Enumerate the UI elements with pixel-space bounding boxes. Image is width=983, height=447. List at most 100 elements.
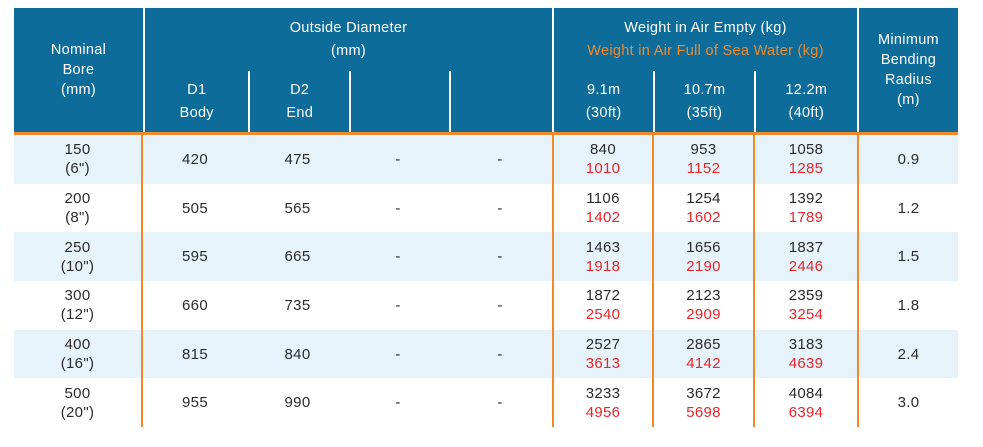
weight-empty: 1656 <box>686 238 721 256</box>
cell-d2: 565 <box>284 199 311 217</box>
weight-full: 1602 <box>686 209 721 227</box>
d1-label: D1 <box>187 81 207 98</box>
weight-empty: 1837 <box>788 238 824 256</box>
cell-od-blank-1: - <box>395 345 401 363</box>
cell-min-bending-radius: 1.8 <box>857 281 958 330</box>
cell-d2: 665 <box>284 248 311 266</box>
weight-full-title: Weight in Air Full of Sea Water (kg) <box>587 42 824 59</box>
weight-full: 5698 <box>686 403 721 421</box>
cell-od-blank-1: - <box>395 248 401 266</box>
bore-inches: (20") <box>60 403 95 421</box>
cell-d2: 475 <box>284 150 311 168</box>
bore-mm: 500 <box>64 384 91 402</box>
outside-diameter-subheaders: D1 Body D2 End <box>145 71 552 132</box>
cell-weight-10-7m: 2123 2909 <box>652 281 753 330</box>
weight-full: 4956 <box>585 403 621 421</box>
weight-full: 2446 <box>788 257 824 275</box>
weight-empty: 2865 <box>686 336 721 354</box>
weight-empty: 1392 <box>788 190 824 208</box>
cell-weight-10-7m: 3672 5698 <box>652 378 753 428</box>
cell-weight-9-1m: 1872 2540 <box>552 281 652 330</box>
cell-od-blank-2: - <box>497 199 503 217</box>
weight-empty: 4084 <box>788 384 824 402</box>
bore-inches: (12") <box>60 306 95 324</box>
weight-empty: 1254 <box>686 190 721 208</box>
weight-empty: 840 <box>590 141 616 159</box>
weight-full: 2540 <box>585 306 621 324</box>
table-row-150: 150 (6") 420 475 - - 840 1010 953 1152 1… <box>14 135 958 184</box>
bore-mm: 150 <box>64 141 91 159</box>
table-header: Nominal Bore (mm) Outside Diameter (mm) … <box>14 8 958 135</box>
subheader-od-blank-2 <box>448 71 552 132</box>
cell-d2: 990 <box>284 394 311 412</box>
cell-nominal-bore: 200 (8") <box>14 183 143 233</box>
cell-d2: 735 <box>284 296 311 314</box>
cell-nominal-bore: 150 (6") <box>14 135 143 184</box>
cell-weight-10-7m: 1656 2190 <box>652 232 753 282</box>
bore-inches: (8") <box>65 209 90 227</box>
weight-empty: 2359 <box>788 287 824 305</box>
subheader-d2: D2 End <box>248 71 349 132</box>
weight-full: 1285 <box>788 160 824 178</box>
weight-empty: 1058 <box>788 141 824 159</box>
cell-weight-12-2m: 1058 1285 <box>753 135 857 184</box>
weight-empty-title: Weight in Air Empty (kg) <box>624 19 787 36</box>
weight-empty: 1463 <box>585 238 621 256</box>
weight-empty: 2527 <box>585 336 621 354</box>
weight-full: 2190 <box>686 257 721 275</box>
cell-od-blank-1: - <box>395 394 401 412</box>
weight-empty: 3233 <box>585 384 621 402</box>
table-row-250: 250 (10") 595 665 - - 1463 1918 1656 219… <box>14 232 958 282</box>
weight-full: 6394 <box>788 403 824 421</box>
length-ft: (35ft) <box>686 104 723 121</box>
cell-weight-9-1m: 1106 1402 <box>552 183 652 233</box>
weight-full: 1152 <box>686 160 721 178</box>
cell-nominal-bore: 400 (16") <box>14 329 143 379</box>
weight-full: 1918 <box>585 257 621 275</box>
hose-specification-table: Nominal Bore (mm) Outside Diameter (mm) … <box>14 8 958 428</box>
subheader-od-blank-1 <box>348 71 449 132</box>
cell-nominal-bore: 250 (10") <box>14 232 143 282</box>
cell-min-bending-radius: 2.4 <box>857 329 958 379</box>
length-m: 9.1m <box>586 81 621 98</box>
weight-empty: 953 <box>690 141 717 159</box>
cell-d1: 815 <box>182 345 208 363</box>
bore-inches: (6") <box>65 160 90 178</box>
cell-min-bending-radius: 1.2 <box>857 183 958 233</box>
cell-d1: 505 <box>182 199 208 217</box>
weight-length-subheaders: 9.1m (30ft) 10.7m (35ft) 12.2m (40ft) <box>554 71 857 132</box>
length-ft: (30ft) <box>585 104 622 121</box>
bore-mm: 400 <box>64 336 91 354</box>
d2-sublabel: End <box>286 104 314 121</box>
cell-od-blank-2: - <box>497 248 503 266</box>
cell-weight-12-2m: 3183 4639 <box>753 329 857 379</box>
outside-diameter-unit: (mm) <box>330 42 366 59</box>
cell-d1: 595 <box>182 248 208 266</box>
cell-weight-12-2m: 1392 1789 <box>753 183 857 233</box>
d2-label: D2 <box>290 81 310 98</box>
cell-nominal-bore: 300 (12") <box>14 281 143 330</box>
weight-full: 1789 <box>788 209 824 227</box>
table-row-400: 400 (16") 815 840 - - 2527 3613 2865 414… <box>14 329 958 379</box>
cell-d2: 840 <box>284 345 311 363</box>
weight-empty: 3672 <box>686 384 721 402</box>
weight-full: 1402 <box>585 209 621 227</box>
bore-mm: 200 <box>64 190 91 208</box>
cell-min-bending-radius: 3.0 <box>857 378 958 428</box>
cell-od-blank-2: - <box>497 394 503 412</box>
weight-full: 1010 <box>585 160 621 178</box>
d1-sublabel: Body <box>179 104 214 121</box>
bore-mm: 250 <box>64 238 91 256</box>
length-ft: (40ft) <box>788 104 825 121</box>
weight-full: 3613 <box>585 355 621 373</box>
weight-empty: 1872 <box>585 287 621 305</box>
cell-weight-12-2m: 1837 2446 <box>753 232 857 282</box>
length-m: 10.7m <box>683 81 726 98</box>
table-row-500: 500 (20") 955 990 - - 3233 4956 3672 569… <box>14 378 958 428</box>
cell-weight-12-2m: 2359 3254 <box>753 281 857 330</box>
table-row-200: 200 (8") 505 565 - - 1106 1402 1254 1602… <box>14 183 958 233</box>
cell-weight-10-7m: 953 1152 <box>652 135 753 184</box>
outside-diameter-label: Outside Diameter <box>289 19 408 36</box>
subheader-length-10-7m: 10.7m (35ft) <box>653 71 753 132</box>
table-body: 150 (6") 420 475 - - 840 1010 953 1152 1… <box>14 135 958 428</box>
